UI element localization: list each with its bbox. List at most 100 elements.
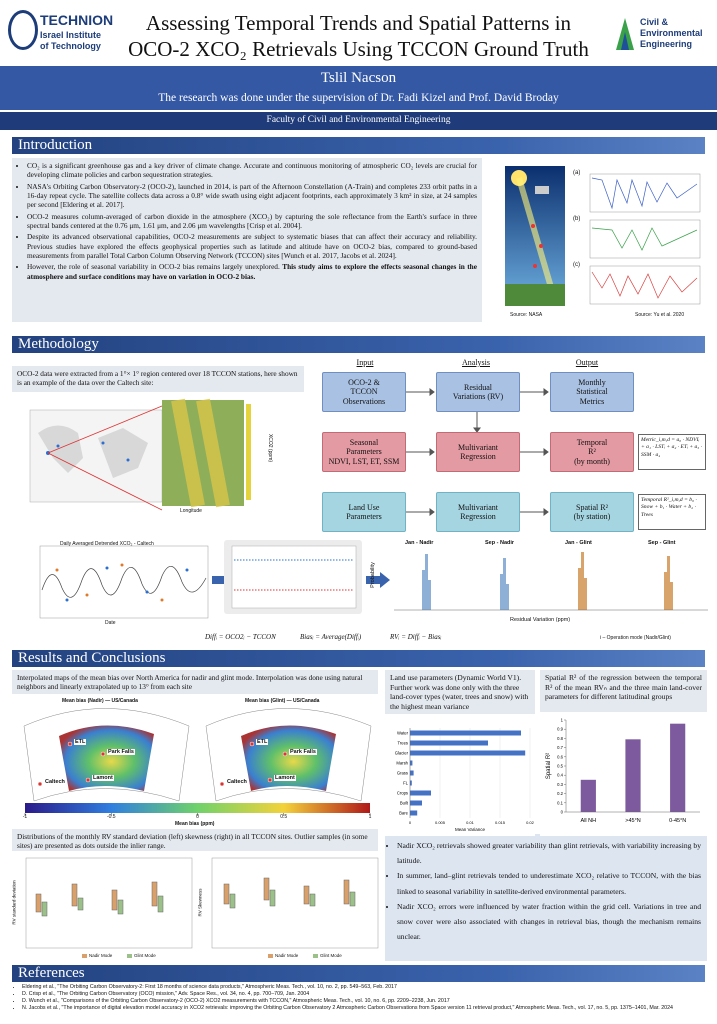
site-label: Caltech (226, 779, 248, 785)
note: i – Operation mode (Nadir/Glint) (600, 635, 671, 641)
formula: Biasᵢ = Average(Diffᵢ) (300, 633, 362, 641)
logo-line: Engineering (640, 39, 693, 49)
bullet: However, the role of seasonal variabilit… (27, 262, 477, 281)
logo-line: Environmental (640, 28, 703, 38)
colorbar-tick-label: 1 (368, 814, 372, 820)
bar (410, 800, 422, 806)
r2-text: Spatial R² of the regression between the… (540, 670, 707, 712)
reference-list: Eldering et al., "The Orbiting Carbon Ob… (12, 984, 707, 1013)
x-tick-label: 0.005 (435, 820, 446, 825)
logo-text: Israel Institute (40, 30, 102, 40)
y-tick-label: 0.2 (557, 791, 563, 796)
bar (410, 770, 414, 776)
maps-text: Interpolated maps of the mean bias over … (12, 670, 378, 694)
map-title: Mean bias (Glint) — US/Canada (245, 698, 320, 704)
equation: Metric_i,m,d = a₀ · NDVIᵢ + a₁ · LSTᵢ + … (638, 434, 706, 470)
colorbar-tick-label: 0 (196, 814, 199, 820)
section-heading: Results and Conclusions (12, 650, 705, 667)
conclusions: Nadir XCO₂ retrievals showed greater var… (385, 834, 707, 961)
dist-text: Distributions of the monthly RV standard… (12, 829, 378, 851)
flow-box: Land Use Parameters (322, 492, 406, 532)
y-tick-label: Water (397, 731, 409, 736)
equation: Temporal R²_i,m,d = b₀ · Snow + b₁ · Wat… (638, 494, 706, 530)
author-band (0, 66, 717, 110)
flow-box: OCO-2 & TCCON Observations (322, 372, 406, 412)
conclusion-list: Nadir XCO₂ retrievals showed greater var… (391, 838, 701, 944)
y-tick-label: 0.7 (557, 745, 563, 750)
axis-label: Probability (369, 562, 376, 588)
faculty: Faculty of Civil and Environmental Engin… (266, 115, 451, 125)
conclusion: Nadir XCO₂ errors were influenced by wat… (397, 899, 701, 945)
logo-text: Civil & Environmental Engineering (640, 17, 703, 50)
intro-text: CO₂ is a significant greenhouse gas and … (12, 158, 482, 322)
methods-text: OCO-2 data were extracted from a 1°× 1° … (12, 366, 304, 392)
bar (410, 750, 526, 756)
x-tick-label: >45°N (625, 818, 641, 824)
axis-label: Residual Variation (ppm) (510, 617, 571, 623)
conclusion: Nadir XCO₂ retrievals showed greater var… (397, 838, 701, 868)
bar (670, 723, 686, 812)
title: Assessing Temporal Trends and Spatial Pa… (145, 11, 572, 35)
site-label: Park Falls (107, 749, 135, 755)
x-tick-label: 0-45°N (669, 818, 686, 824)
bar (410, 810, 418, 816)
site-label: Park Falls (289, 749, 317, 755)
faculty-band (0, 112, 717, 130)
y-tick-label: 0 (561, 810, 564, 815)
y-tick-label: 0.6 (557, 754, 563, 759)
axis-label: RV standard deviation (11, 880, 17, 925)
flow-box: Temporal R² (by month) (550, 432, 634, 472)
site-label: ETL (256, 739, 269, 745)
y-tick-label: 0.9 (557, 727, 563, 732)
logo-line: Civil & (640, 17, 669, 27)
spectra-figure (589, 173, 701, 305)
flow-box: Multivariant Regression (436, 432, 520, 472)
bar (410, 790, 431, 796)
flow-box: Residual Variations (RV) (436, 372, 520, 412)
reference: N. Jacobs et al., "The importance of dig… (22, 1005, 707, 1012)
plot-title: Daily Averaged Detrended XCO₂ - Caltech (60, 541, 154, 547)
colorbar (25, 803, 370, 813)
y-tick-label: 1 (561, 718, 564, 723)
x-tick-label: 0 (409, 820, 412, 825)
bias-maps (23, 708, 372, 802)
logo-text: TECHNION (40, 12, 114, 28)
y-tick-label: FL (403, 781, 409, 786)
colorbar-tick-label: 0.5 (280, 814, 288, 820)
supervision: The research was done under the supervis… (158, 92, 559, 104)
colorbar-tick-label: -0.5 (106, 814, 116, 820)
reference: D. Crisp et al., "The Orbiting Carbon Ob… (22, 991, 707, 998)
y-tick-label: Crops (397, 791, 408, 796)
reference: Eldering et al., "The Orbiting Carbon Ob… (22, 984, 707, 991)
bar (410, 730, 521, 736)
y-tick-label: Trees (397, 741, 408, 746)
flow-box: Monthly Statistical Metrics (550, 372, 634, 412)
hist-title: Sep - Nadir (485, 540, 515, 546)
bar (580, 779, 596, 812)
x-tick-label: 0.01 (466, 820, 475, 825)
flow-header: Analysis (462, 358, 490, 367)
panel-label: (a) (573, 170, 581, 176)
section-heading: Methodology (12, 336, 705, 353)
study-area-figure (29, 398, 251, 511)
bar (410, 780, 412, 786)
y-tick-label: 0.8 (557, 736, 563, 741)
flow-box: Spatial R² (by station) (550, 492, 634, 532)
section-heading: Introduction (12, 137, 705, 154)
bar (625, 739, 641, 812)
reference: D. Wunch et al., "Comparisons of the Orb… (22, 998, 707, 1005)
flow-header: Output (575, 358, 599, 367)
y-axis-label: Spatial R² (546, 753, 552, 779)
site-label: Lamont (92, 775, 114, 781)
legend-entry: Nadir Mode (89, 953, 113, 958)
analysis-figures (39, 540, 708, 619)
y-tick-label: 0.5 (557, 764, 563, 769)
y-tick-label: 0.4 (557, 773, 563, 778)
legend-entry: Nadir Mode (275, 953, 299, 958)
y-tick-label: Bare (399, 811, 409, 816)
bullet: Despite its advanced observational capab… (27, 232, 477, 260)
hist-title: Sep - Glint (648, 540, 676, 546)
x-tick-label: All NH (581, 818, 597, 824)
